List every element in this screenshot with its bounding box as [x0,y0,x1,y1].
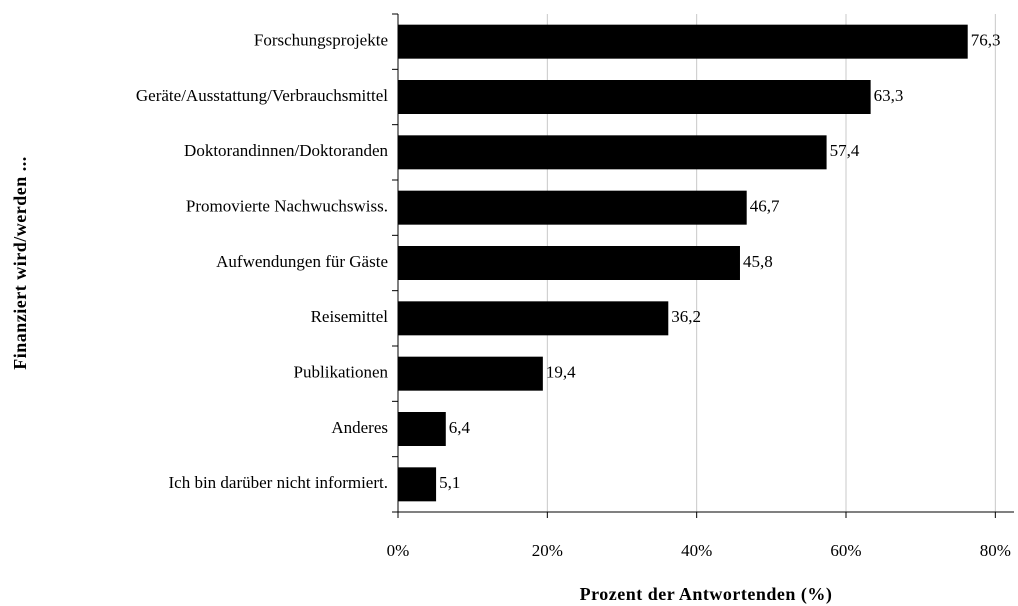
x-tick-label: 20% [532,541,563,560]
bar [398,412,446,446]
x-tick-label: 60% [830,541,861,560]
value-label: 19,4 [546,363,576,382]
bar [398,301,669,336]
bar [398,246,740,280]
value-label: 57,4 [830,141,860,160]
y-tick-label: Ich bin darüber nicht informiert. [168,473,388,492]
value-label: 6,4 [449,418,471,437]
y-tick-label: Forschungsprojekte [254,31,388,50]
bar [398,356,543,391]
bar [398,24,968,59]
bar [398,80,871,114]
y-tick-label: Doktorandinnen/Doktoranden [184,141,388,160]
bar [398,467,437,502]
bar [398,135,827,170]
y-tick-label: Geräte/Ausstattung/Verbrauchsmittel [136,86,388,105]
y-tick-label: Anderes [331,418,388,437]
y-axis-title: Finanziert wird/werden ... [10,156,30,369]
x-tick-label: 40% [681,541,712,560]
value-label: 76,3 [971,31,1001,50]
y-tick-label: Aufwendungen für Gäste [216,252,388,271]
y-tick-label: Reisemittel [311,307,389,326]
bar [398,190,747,225]
value-label: 46,7 [750,197,780,216]
y-tick-label: Promovierte Nachwuchswiss. [186,197,388,216]
x-axis-title: Prozent der Antwortenden (%) [580,584,833,605]
value-label: 5,1 [439,473,460,492]
value-label: 36,2 [671,307,701,326]
x-tick-label: 0% [387,541,410,560]
y-tick-label: Publikationen [294,363,389,382]
x-tick-label: 80% [980,541,1011,560]
value-label: 45,8 [743,252,773,271]
value-label: 63,3 [874,86,904,105]
